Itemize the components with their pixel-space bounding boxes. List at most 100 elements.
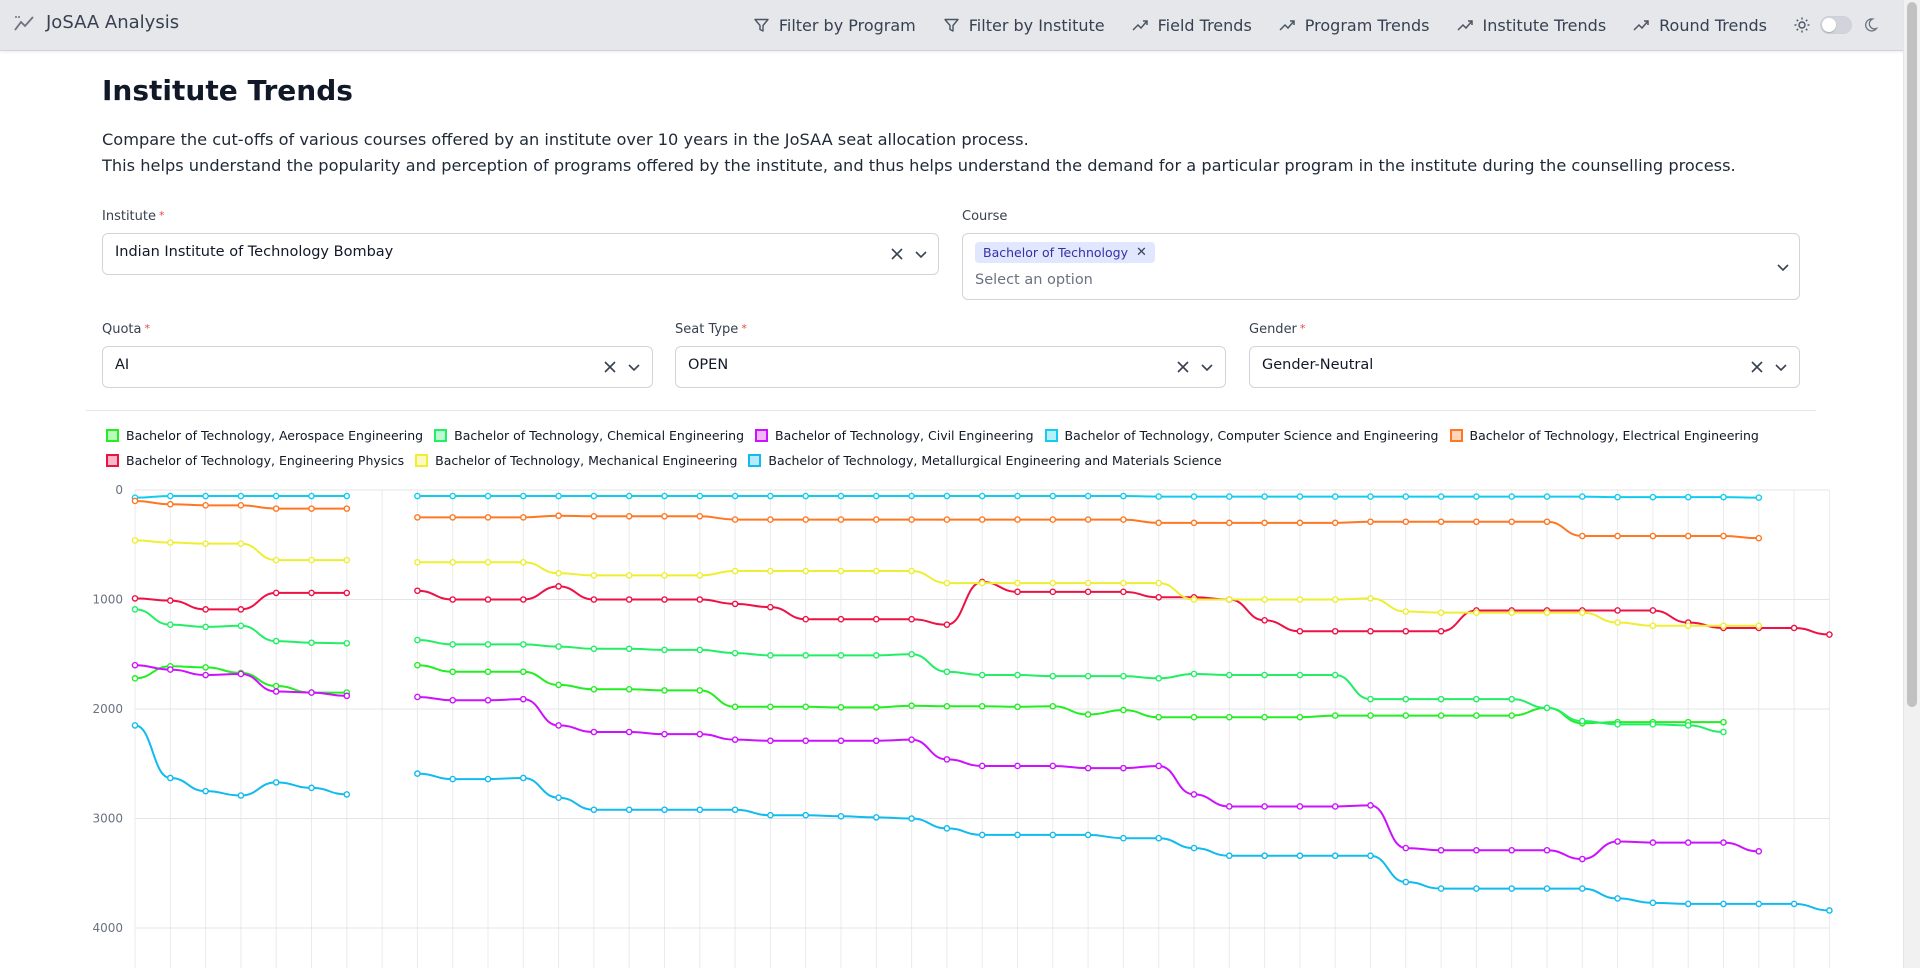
- chevron-down-icon[interactable]: [913, 246, 929, 262]
- data-point: [908, 702, 915, 710]
- nav-institute-trends[interactable]: Institute Trends: [1456, 16, 1606, 35]
- seat-type-value: OPEN: [688, 357, 729, 373]
- data-point: [978, 671, 986, 679]
- data-point: [272, 779, 280, 786]
- legend-item[interactable]: Bachelor of Technology, Electrical Engin…: [1449, 428, 1759, 443]
- data-point: [1049, 702, 1057, 710]
- legend-swatch: [415, 454, 429, 467]
- data-point: [1402, 493, 1410, 500]
- data-point: [1684, 900, 1692, 908]
- data-point: [978, 516, 986, 523]
- clear-icon[interactable]: [889, 246, 905, 262]
- legend-item[interactable]: Bachelor of Technology, Chemical Enginee…: [434, 428, 744, 443]
- data-point: [978, 492, 986, 500]
- data-point: [272, 556, 280, 564]
- data-point: [837, 813, 845, 820]
- data-point: [202, 492, 209, 500]
- chevron-down-icon[interactable]: [1775, 259, 1791, 275]
- data-point: [1543, 885, 1551, 892]
- data-point: [873, 567, 880, 575]
- gender-select[interactable]: Gender-Neutral: [1249, 346, 1800, 388]
- data-point: [1226, 493, 1233, 500]
- data-point: [1084, 579, 1092, 587]
- institute-select[interactable]: Indian Institute of Technology Bombay: [102, 233, 939, 275]
- data-point: [873, 652, 880, 659]
- data-point: [802, 615, 810, 623]
- data-point: [1190, 670, 1198, 678]
- data-point: [908, 516, 915, 523]
- data-point: [1649, 622, 1657, 630]
- legend-item[interactable]: Bachelor of Technology, Mechanical Engin…: [415, 453, 737, 468]
- filter-icon: [944, 18, 959, 32]
- data-point: [1543, 846, 1551, 854]
- data-point: [202, 664, 209, 671]
- data-point: [731, 736, 739, 743]
- data-point: [1402, 627, 1410, 635]
- clear-icon[interactable]: [1175, 359, 1191, 375]
- chevron-down-icon[interactable]: [626, 359, 642, 375]
- data-point: [1579, 493, 1586, 500]
- data-point: [1473, 518, 1480, 526]
- theme-toggle[interactable]: [1820, 16, 1852, 34]
- data-point: [1473, 493, 1480, 500]
- cutoff-line-chart[interactable]: 0 1000 2000 3000 4000: [0, 470, 1904, 968]
- data-point: [237, 670, 245, 678]
- data-point: [1226, 596, 1233, 603]
- data-point: [1367, 695, 1374, 703]
- data-point: [1014, 831, 1021, 839]
- data-point: [555, 492, 562, 500]
- nav-round-trends[interactable]: Round Trends: [1633, 16, 1767, 35]
- data-point: [908, 736, 915, 743]
- data-point: [1614, 607, 1621, 614]
- data-point: [943, 579, 951, 587]
- theme-control: [1794, 16, 1878, 34]
- data-point: [308, 639, 315, 647]
- nav-links: Filter by Program Filter by Institute Fi…: [753, 0, 1904, 50]
- quota-select[interactable]: AI: [102, 346, 653, 388]
- legend-item[interactable]: Bachelor of Technology, Engineering Phys…: [106, 453, 404, 468]
- nav-filter-by-institute[interactable]: Filter by Institute: [943, 16, 1105, 35]
- data-point: [414, 770, 421, 777]
- data-point: [590, 596, 598, 603]
- legend-item[interactable]: Bachelor of Technology, Civil Engineerin…: [755, 428, 1034, 443]
- legend-swatch: [434, 429, 448, 442]
- nav-filter-by-program[interactable]: Filter by Program: [753, 16, 916, 35]
- data-point: [1120, 834, 1127, 842]
- data-point: [1120, 492, 1127, 500]
- data-point: [731, 516, 739, 523]
- legend-item[interactable]: Bachelor of Technology, Metallurgical En…: [748, 453, 1222, 468]
- data-point: [555, 681, 562, 689]
- clear-icon[interactable]: [602, 359, 618, 375]
- legend-item[interactable]: Bachelor of Technology, Computer Science…: [1044, 428, 1439, 443]
- chip-remove-icon[interactable]: ✕: [1136, 245, 1147, 260]
- data-point: [1084, 711, 1092, 718]
- data-point: [908, 650, 915, 658]
- data-point: [802, 652, 810, 659]
- chevron-down-icon[interactable]: [1773, 359, 1789, 375]
- data-point: [1084, 831, 1092, 839]
- scrollbar-thumb[interactable]: [1907, 2, 1917, 707]
- gender-label: Gender *: [1249, 322, 1306, 337]
- data-point: [414, 636, 421, 644]
- nav-field-trends[interactable]: Field Trends: [1132, 16, 1252, 35]
- chevron-down-icon[interactable]: [1199, 359, 1215, 375]
- data-point: [308, 505, 315, 512]
- brand[interactable]: JoSAA Analysis: [14, 12, 179, 33]
- seat-type-select[interactable]: OPEN: [675, 346, 1226, 388]
- nav-program-trends[interactable]: Program Trends: [1279, 16, 1430, 35]
- data-point: [1508, 846, 1515, 854]
- data-point: [767, 811, 774, 819]
- filter-icon: [754, 18, 769, 32]
- clear-icon[interactable]: [1749, 359, 1765, 375]
- data-point: [837, 567, 845, 575]
- data-point: [802, 737, 810, 745]
- legend-item[interactable]: Bachelor of Technology, Aerospace Engine…: [106, 428, 423, 443]
- series-line: [417, 664, 1724, 725]
- data-point: [696, 512, 704, 520]
- course-select[interactable]: Bachelor of Technology ✕ Select an optio…: [962, 233, 1800, 300]
- data-point: [1437, 609, 1445, 616]
- page-scrollbar[interactable]: [1903, 0, 1920, 968]
- data-point: [1543, 518, 1551, 526]
- data-point: [1190, 713, 1198, 721]
- data-point: [1296, 671, 1304, 679]
